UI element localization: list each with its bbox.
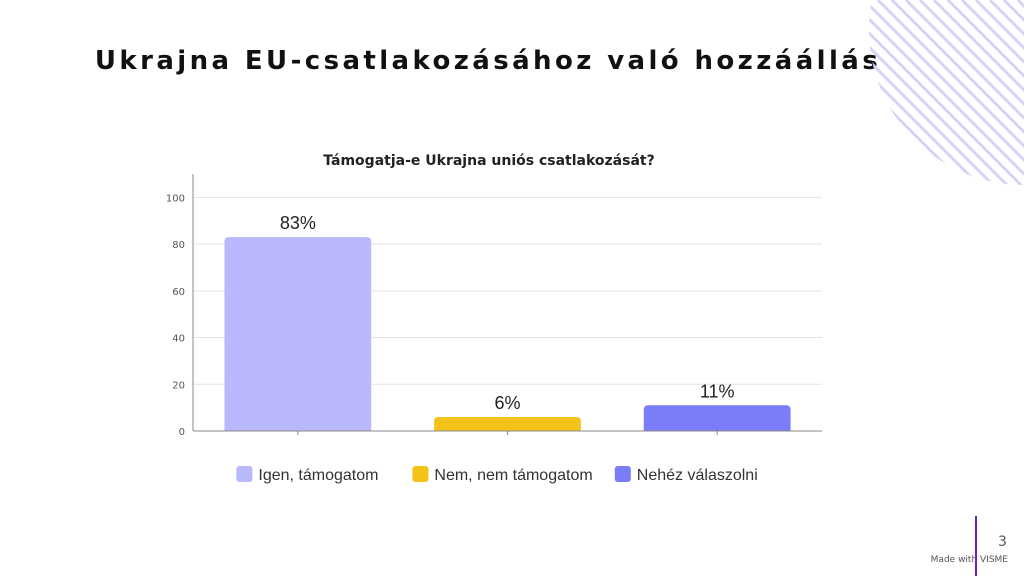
axes (192, 174, 822, 435)
bar (643, 405, 791, 431)
deco-stripe (988, 0, 1024, 185)
legend-swatch (412, 466, 429, 482)
deco-stripe (869, 0, 1024, 185)
deco-stripe (890, 0, 1024, 185)
deco-stripe (869, 0, 986, 185)
data-label: 83% (280, 213, 316, 233)
page-number: 3 (998, 534, 1007, 550)
legend-label: Igen, támogatom (258, 467, 378, 484)
bar-base (434, 427, 581, 431)
legend-label: Nem, nem támogatom (434, 467, 592, 484)
brand-label: Made with VISME (930, 555, 1008, 565)
legend-label: Nehéz válaszolni (637, 467, 758, 484)
data-labels: 83% 6% 11% (280, 213, 735, 413)
chart-title: Támogatja-e Ukrajna uniós csatlakozását? (323, 153, 654, 169)
deco-stripe (918, 0, 1024, 185)
legend-swatch (236, 466, 253, 482)
y-tick-label: 40 (172, 334, 185, 345)
deco-stripe (869, 0, 1024, 185)
deco-stripe (960, 0, 1024, 185)
bar-base (224, 427, 372, 431)
y-tick-label: 60 (172, 287, 185, 298)
deco-stripe (876, 0, 1024, 185)
legend: Igen, támogatom Nem, nem támogatom Nehéz v… (236, 466, 758, 484)
deco-stripe (869, 0, 1024, 185)
deco-stripe (904, 0, 1024, 185)
deco-stripe (869, 0, 1000, 185)
y-axis-ticks: 0 20 40 60 80 100 (166, 193, 185, 438)
y-tick-label: 20 (172, 380, 185, 391)
bars (224, 237, 791, 431)
y-tick-label: 0 (179, 427, 185, 438)
brand-bar (975, 516, 977, 576)
data-label: 6% (494, 393, 520, 413)
data-label: 11% (700, 381, 735, 401)
slide-title: Ukrajna EU-csatlakozásához való hozzááll… (94, 46, 882, 76)
deco-stripe (932, 0, 1024, 185)
y-tick-label: 100 (166, 193, 185, 204)
bar (224, 237, 372, 431)
y-tick-label: 80 (172, 240, 185, 251)
deco-stripe (974, 0, 1024, 185)
decorative-stripes (869, 0, 1024, 185)
bar-base (643, 427, 791, 431)
deco-stripe (946, 0, 1024, 185)
deco-stripe (869, 0, 1014, 185)
legend-swatch (614, 466, 631, 482)
